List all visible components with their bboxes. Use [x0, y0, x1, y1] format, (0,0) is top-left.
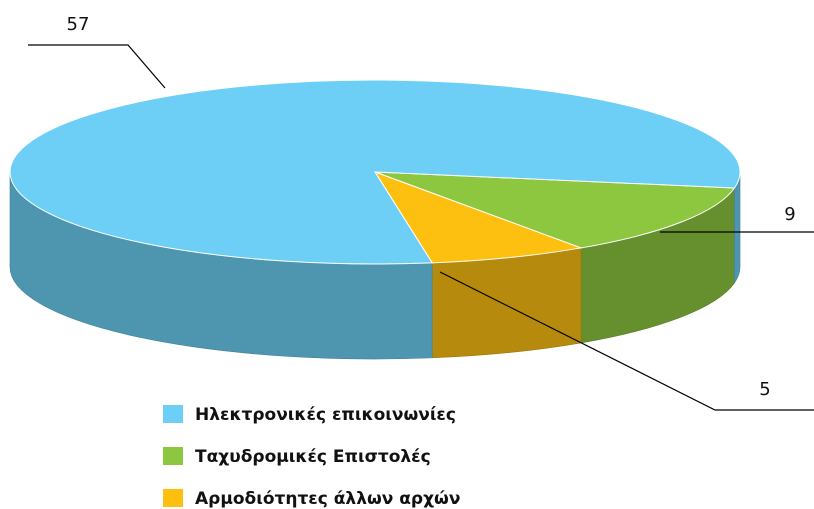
legend-swatch — [163, 447, 183, 465]
legend-swatch — [163, 405, 183, 423]
legend-swatch — [163, 489, 183, 507]
legend-label: Αρμοδιότητες άλλων αρχών — [195, 489, 460, 509]
legend: Ηλεκτρονικές επικοινωνίες Ταχυδρομικές Επ… — [163, 405, 460, 509]
leader-line — [28, 44, 166, 89]
slice-side — [431, 247, 582, 359]
leader-line — [439, 271, 814, 411]
data-label: 5 — [759, 379, 770, 400]
slice-side — [734, 171, 741, 284]
slice — [373, 171, 583, 264]
slice — [374, 171, 736, 249]
labels: 57 9 5 — [28, 14, 814, 411]
tops — [9, 79, 741, 265]
data-label: 57 — [67, 14, 90, 35]
data-label: 9 — [784, 204, 795, 225]
legend-label: Ταχυδρομικές Επιστολές — [195, 447, 431, 467]
slice — [9, 79, 741, 265]
legend-label: Ηλεκτρονικές επικοινωνίες — [195, 405, 456, 425]
walls — [9, 171, 741, 360]
